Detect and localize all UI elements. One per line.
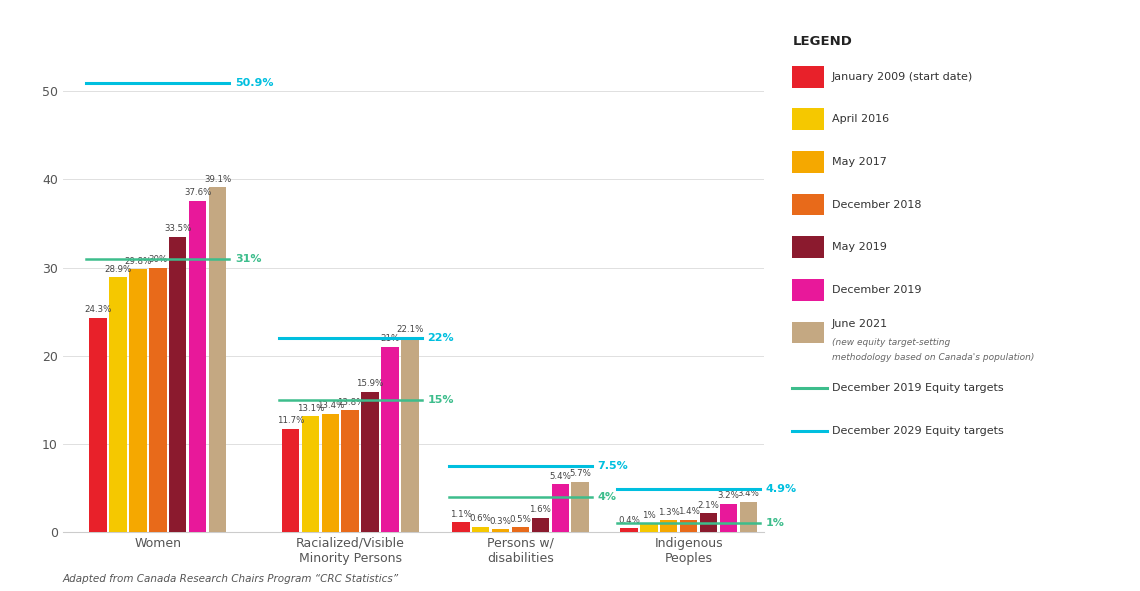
Text: 1.3%: 1.3% bbox=[658, 508, 679, 517]
Text: 1.1%: 1.1% bbox=[450, 509, 472, 519]
Text: 1%: 1% bbox=[766, 518, 784, 528]
Bar bbox=[491, 530, 510, 532]
Bar bbox=[401, 337, 418, 532]
Text: 0.5%: 0.5% bbox=[510, 515, 531, 524]
Bar bbox=[129, 269, 147, 532]
Bar bbox=[792, 66, 824, 87]
Bar bbox=[209, 187, 226, 532]
Text: 0.6%: 0.6% bbox=[470, 514, 491, 523]
Text: 11.7%: 11.7% bbox=[277, 416, 304, 426]
Text: 1.6%: 1.6% bbox=[529, 505, 552, 514]
Bar bbox=[792, 151, 824, 173]
Text: (new equity target-setting: (new equity target-setting bbox=[832, 337, 951, 347]
Text: 5.4%: 5.4% bbox=[549, 472, 571, 481]
Bar bbox=[381, 347, 399, 532]
Text: 30%: 30% bbox=[148, 255, 168, 264]
Bar bbox=[792, 322, 824, 343]
Text: 15%: 15% bbox=[428, 395, 454, 405]
Text: 50.9%: 50.9% bbox=[235, 79, 274, 89]
Text: December 2018: December 2018 bbox=[832, 200, 921, 210]
Text: 13.1%: 13.1% bbox=[296, 404, 324, 413]
Bar bbox=[571, 482, 589, 532]
Text: December 2019 Equity targets: December 2019 Equity targets bbox=[832, 383, 1003, 393]
Bar bbox=[719, 504, 738, 532]
Text: December 2029 Equity targets: December 2029 Equity targets bbox=[832, 426, 1003, 436]
Text: 4%: 4% bbox=[597, 492, 617, 502]
Text: Adapted from Canada Research Chairs Program “CRC Statistics”: Adapted from Canada Research Chairs Prog… bbox=[63, 574, 399, 584]
Text: January 2009 (start date): January 2009 (start date) bbox=[832, 72, 974, 82]
Text: 0.3%: 0.3% bbox=[490, 517, 512, 526]
Bar bbox=[792, 194, 824, 216]
Text: LEGEND: LEGEND bbox=[792, 35, 853, 48]
Bar bbox=[361, 392, 378, 532]
Bar bbox=[302, 417, 319, 532]
Bar bbox=[792, 108, 824, 130]
Text: April 2016: April 2016 bbox=[832, 114, 889, 124]
Text: 13.4%: 13.4% bbox=[317, 401, 344, 410]
Text: 4.9%: 4.9% bbox=[766, 483, 797, 493]
Text: May 2019: May 2019 bbox=[832, 242, 887, 252]
Bar bbox=[89, 318, 107, 532]
Bar bbox=[740, 502, 757, 532]
Text: 29.8%: 29.8% bbox=[124, 257, 152, 266]
Bar bbox=[169, 237, 187, 532]
Text: 31%: 31% bbox=[235, 254, 261, 264]
Text: methodology based on Canada's population): methodology based on Canada's population… bbox=[832, 353, 1034, 362]
Bar bbox=[640, 523, 658, 532]
Bar bbox=[660, 521, 677, 532]
Text: 21%: 21% bbox=[381, 335, 400, 343]
Text: 22%: 22% bbox=[428, 333, 454, 343]
Bar bbox=[792, 236, 824, 258]
Bar bbox=[792, 279, 824, 301]
Text: December 2019: December 2019 bbox=[832, 285, 921, 295]
Text: 37.6%: 37.6% bbox=[184, 188, 211, 197]
Text: 39.1%: 39.1% bbox=[204, 175, 231, 184]
Bar bbox=[282, 429, 300, 532]
Text: 22.1%: 22.1% bbox=[397, 324, 424, 334]
Bar bbox=[620, 528, 637, 532]
Text: 2.1%: 2.1% bbox=[698, 501, 719, 510]
Text: 3.4%: 3.4% bbox=[738, 489, 759, 498]
Bar bbox=[700, 514, 717, 532]
Bar bbox=[321, 414, 339, 532]
Bar bbox=[149, 268, 166, 532]
Bar bbox=[531, 518, 549, 532]
Bar bbox=[552, 484, 569, 532]
Bar bbox=[679, 519, 698, 532]
Bar bbox=[109, 277, 127, 532]
Bar bbox=[189, 200, 206, 532]
Text: 0.4%: 0.4% bbox=[618, 516, 640, 525]
Text: 1%: 1% bbox=[642, 511, 656, 519]
Text: 3.2%: 3.2% bbox=[717, 491, 740, 500]
Text: May 2017: May 2017 bbox=[832, 157, 887, 167]
Text: 24.3%: 24.3% bbox=[84, 306, 112, 314]
Bar bbox=[472, 527, 489, 532]
Text: June 2021: June 2021 bbox=[832, 319, 888, 329]
Text: 5.7%: 5.7% bbox=[569, 469, 592, 478]
Text: 28.9%: 28.9% bbox=[105, 265, 131, 274]
Bar bbox=[453, 522, 470, 532]
Bar bbox=[342, 410, 359, 532]
Text: 13.8%: 13.8% bbox=[336, 398, 364, 407]
Text: 15.9%: 15.9% bbox=[357, 379, 384, 388]
Text: 1.4%: 1.4% bbox=[677, 507, 700, 516]
Text: 33.5%: 33.5% bbox=[164, 224, 192, 233]
Text: 7.5%: 7.5% bbox=[597, 461, 628, 471]
Bar bbox=[512, 528, 529, 532]
